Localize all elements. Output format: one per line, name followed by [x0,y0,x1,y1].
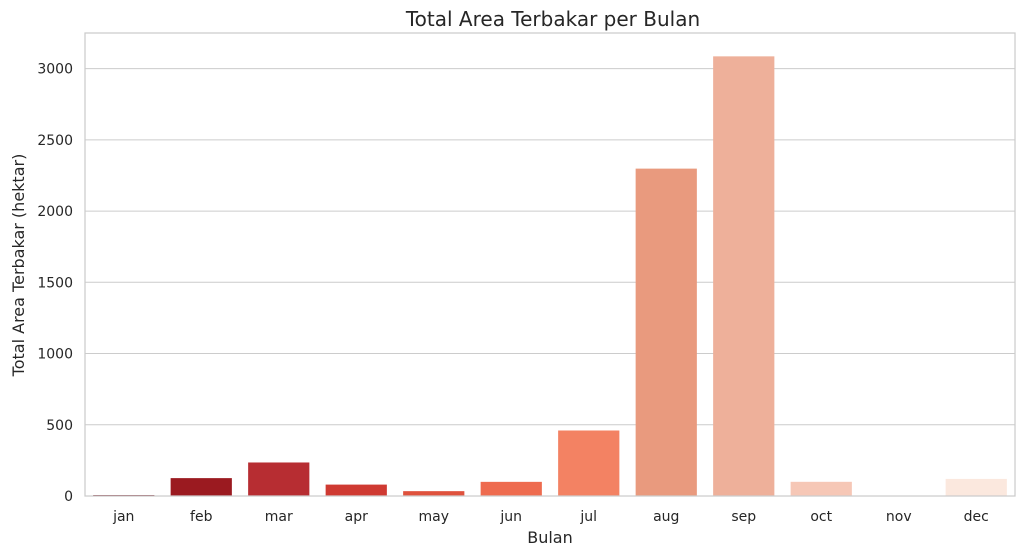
y-tick-label-1500: 1500 [37,275,73,291]
y-tick-label-3000: 3000 [37,62,73,78]
plot-frame [84,32,1016,497]
x-tick-label-sep: sep [731,509,756,525]
grid-lines [85,68,1015,497]
bar-feb [170,478,232,496]
bar-oct [790,481,852,496]
y-tick-label-500: 500 [46,418,73,434]
y-tick-label-0: 0 [64,489,73,505]
bar-mar [248,462,310,496]
bar-sep [713,56,775,496]
x-tick-label-jan: jan [112,509,134,525]
bar-jun [480,481,542,496]
x-axis-label: Bulan [527,528,573,547]
bar-jul [558,430,620,496]
y-axis-label: Total Area Terbakar (hektar) [9,154,28,378]
bar-dec [945,478,1007,496]
y-tick-label-2000: 2000 [37,204,73,220]
x-tick-label-nov: nov [886,509,912,525]
x-tick-labels: jan feb mar apr may jun jul aug sep oct nov dec [112,509,989,525]
x-tick-label-jul: jul [579,509,597,525]
x-tick-label-dec: dec [964,509,989,525]
x-tick-label-oct: oct [810,509,832,525]
x-tick-label-feb: feb [190,509,213,525]
x-tick-label-jun: jun [499,509,522,525]
chart-title: Total Area Terbakar per Bulan [405,7,700,31]
y-tick-labels: 0 500 1000 1500 2000 2500 3000 [37,62,73,505]
bar-apr [325,484,387,496]
y-tick-label-1000: 1000 [37,347,73,363]
x-tick-label-apr: apr [345,509,368,525]
x-tick-label-may: may [418,509,449,525]
bar-aug [635,168,697,496]
bars [93,56,1007,496]
y-tick-label-2500: 2500 [37,133,73,149]
x-tick-label-mar: mar [265,509,293,525]
x-tick-label-aug: aug [653,509,679,525]
bar-may [403,491,465,496]
